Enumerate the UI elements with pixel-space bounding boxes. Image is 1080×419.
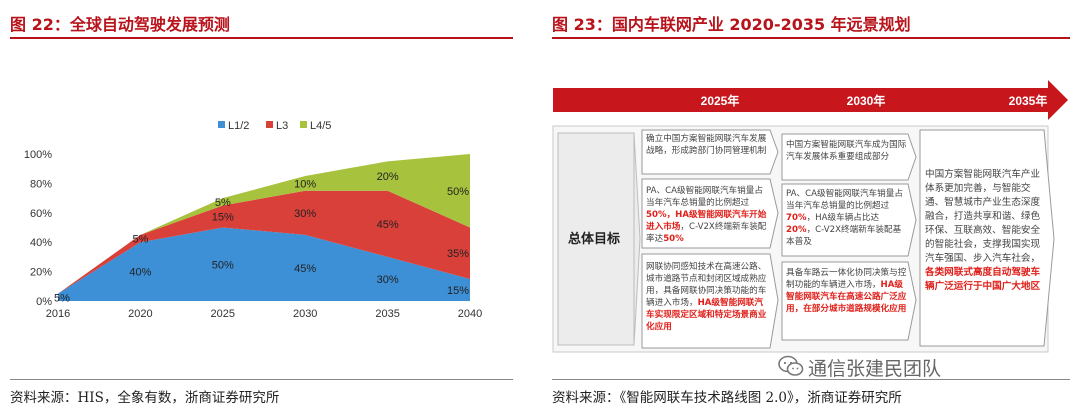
legend-swatch [300, 121, 307, 128]
box-2030-3 [781, 261, 917, 341]
x-tick-label: 2025 [211, 308, 235, 320]
legend-label: L3 [276, 120, 288, 132]
data-label: 20% [377, 171, 399, 183]
right-source-text: 资料来源：《智能网联车技术路线图 2.0》，浙商证券研究所 [552, 390, 902, 406]
row-label-chevron [633, 132, 641, 346]
x-tick-label: 2020 [128, 308, 152, 320]
text-2025-2: PA、CA级智能网联汽车销量占当年汽车总销量的比例超过50%，HA级智能网联汽车… [646, 186, 767, 244]
area-series-l4-5 [58, 154, 470, 294]
col-2030 [781, 133, 917, 341]
legend-label: L4/5 [310, 120, 331, 132]
text-2035: 中国方案智能网联汽车产业体系更加完善，与智能交通、智慧城市产业生态深度融合，打造… [925, 169, 1041, 292]
data-label: 50% [212, 259, 234, 271]
watermark-text: 通信张建民团队 [808, 358, 942, 380]
box-2025-2 [641, 178, 779, 249]
x-tick-label: 2030 [293, 308, 317, 320]
roadmap-svg: 2025年 2030年 2035年 总体目标 [552, 80, 1068, 353]
box-2025-3 [641, 253, 779, 349]
data-label: 30% [294, 208, 316, 220]
data-label: 35% [447, 248, 469, 260]
y-tick-label: 0% [36, 296, 52, 308]
year-label-2030: 2030年 [847, 93, 886, 108]
data-label: 15% [212, 211, 234, 223]
right-figure-title: 图 23：国内车联网产业 2020-2035 年远景规划 [552, 15, 911, 34]
wechat-icon [778, 355, 804, 377]
y-tick-label: 40% [30, 237, 52, 249]
box-2025-1 [641, 129, 779, 175]
right-source-rule [552, 379, 1070, 380]
box-2030-1 [781, 133, 917, 181]
data-label: 5% [215, 197, 231, 209]
area-series-l1-2 [58, 227, 470, 301]
data-label: 30% [377, 274, 399, 286]
left-title-rule [10, 37, 513, 39]
area-series-l3 [58, 190, 470, 294]
data-label: 40% [129, 267, 151, 279]
x-tick-label: 2035 [375, 308, 399, 320]
box-2035 [919, 129, 1055, 347]
legend-label: L1/2 [228, 120, 249, 132]
y-tick-label: 100% [24, 149, 52, 161]
text-2030-3: 具备车路云一体化协同决策与控制功能的车辆进入市场，HA级智能网联汽车在高速公路广… [786, 268, 907, 314]
left-source-text: 资料来源：HIS，全象有数，浙商证券研究所 [10, 390, 280, 406]
data-label: 50% [447, 186, 469, 198]
text-2030-1: 中国方案智能网联汽车成为国际汽车发展体系重要组成部分 [786, 140, 907, 162]
year-label-2035: 2035年 [1009, 93, 1048, 108]
data-label: 5% [54, 292, 70, 304]
left-figure-title: 图 22：全球自动驾驶发展预测 [10, 15, 230, 34]
text-2030-2: PA、CA级智能网联汽车销量占当年汽车总销量的比例超过70%，HA级车辆占比达2… [786, 189, 903, 247]
year-label-2025: 2025年 [701, 93, 740, 108]
legend-swatch [266, 121, 273, 128]
area-chart-panel: 0% 20% 40% 60% 80% 100% 2016 2020 2025 2030 2035 20… [10, 44, 510, 376]
text-2025-3: 网联协同感知技术在高速公路、城市道路节点和封闭区域成熟应用，具备网联协同决策功能… [646, 262, 767, 332]
row-label-box [557, 132, 635, 346]
x-tick-label: 2040 [458, 308, 482, 320]
box-2030-2 [781, 183, 917, 257]
legend-swatch [218, 121, 225, 128]
col-2025 [641, 129, 779, 349]
text-2025-1: 确立中国方案智能网联汽车发展战略，形成跨部门协同管理机制 [646, 134, 767, 156]
y-tick-label: 20% [30, 267, 52, 279]
y-tick-label: 80% [30, 178, 52, 190]
right-title-rule [552, 37, 1070, 39]
row-label-text: 总体目标 [568, 231, 620, 246]
data-label: 10% [294, 178, 316, 190]
data-label: 45% [377, 219, 399, 231]
left-source-rule [10, 379, 513, 380]
data-label: 45% [294, 263, 316, 275]
stacked-area-chart: 0% 20% 40% 60% 80% 100% 2016 2020 2025 2030 2035 20… [24, 120, 482, 320]
data-label: 5% [132, 234, 148, 246]
x-tick-label: 2016 [46, 308, 70, 320]
timeline-arrow [553, 80, 1068, 120]
data-label: 15% [447, 285, 469, 297]
y-tick-label: 60% [30, 208, 52, 220]
roadmap-diagram: 2025年 2030年 2035年 总体目标 确立中国方案智能网联汽车发展战略，… [548, 78, 1068, 368]
